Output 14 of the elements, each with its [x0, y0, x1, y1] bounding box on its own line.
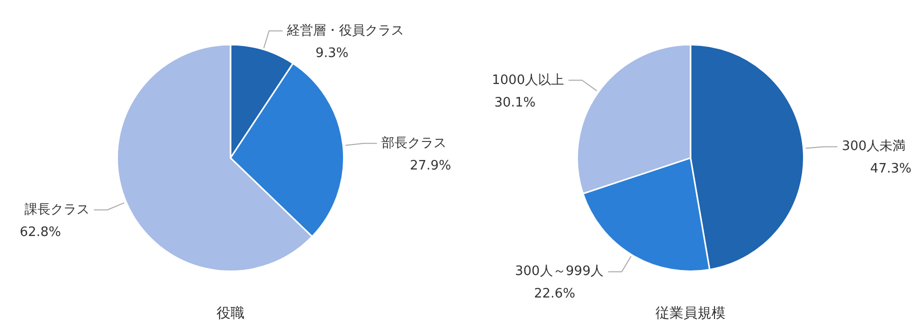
text: 従業員規模	[656, 306, 726, 322]
data-label: 47.3%	[870, 162, 912, 177]
data-label: 27.9%	[410, 158, 452, 174]
data-label: 30.1%	[494, 95, 536, 110]
slice-label: 経営層・役員クラス	[286, 23, 404, 38]
text: 役職	[216, 306, 244, 322]
slice-label: 課長クラス	[24, 202, 90, 218]
slice-label: 部長クラス	[382, 136, 447, 151]
data-label: 9.3%	[315, 46, 348, 61]
slice-label: 300人未満	[842, 139, 906, 154]
data-label: 22.6%	[534, 286, 576, 302]
slice-label: 300人～999人	[514, 264, 604, 280]
slice-label: 1000人以上	[492, 72, 564, 88]
data-label: 62.8%	[20, 224, 62, 240]
